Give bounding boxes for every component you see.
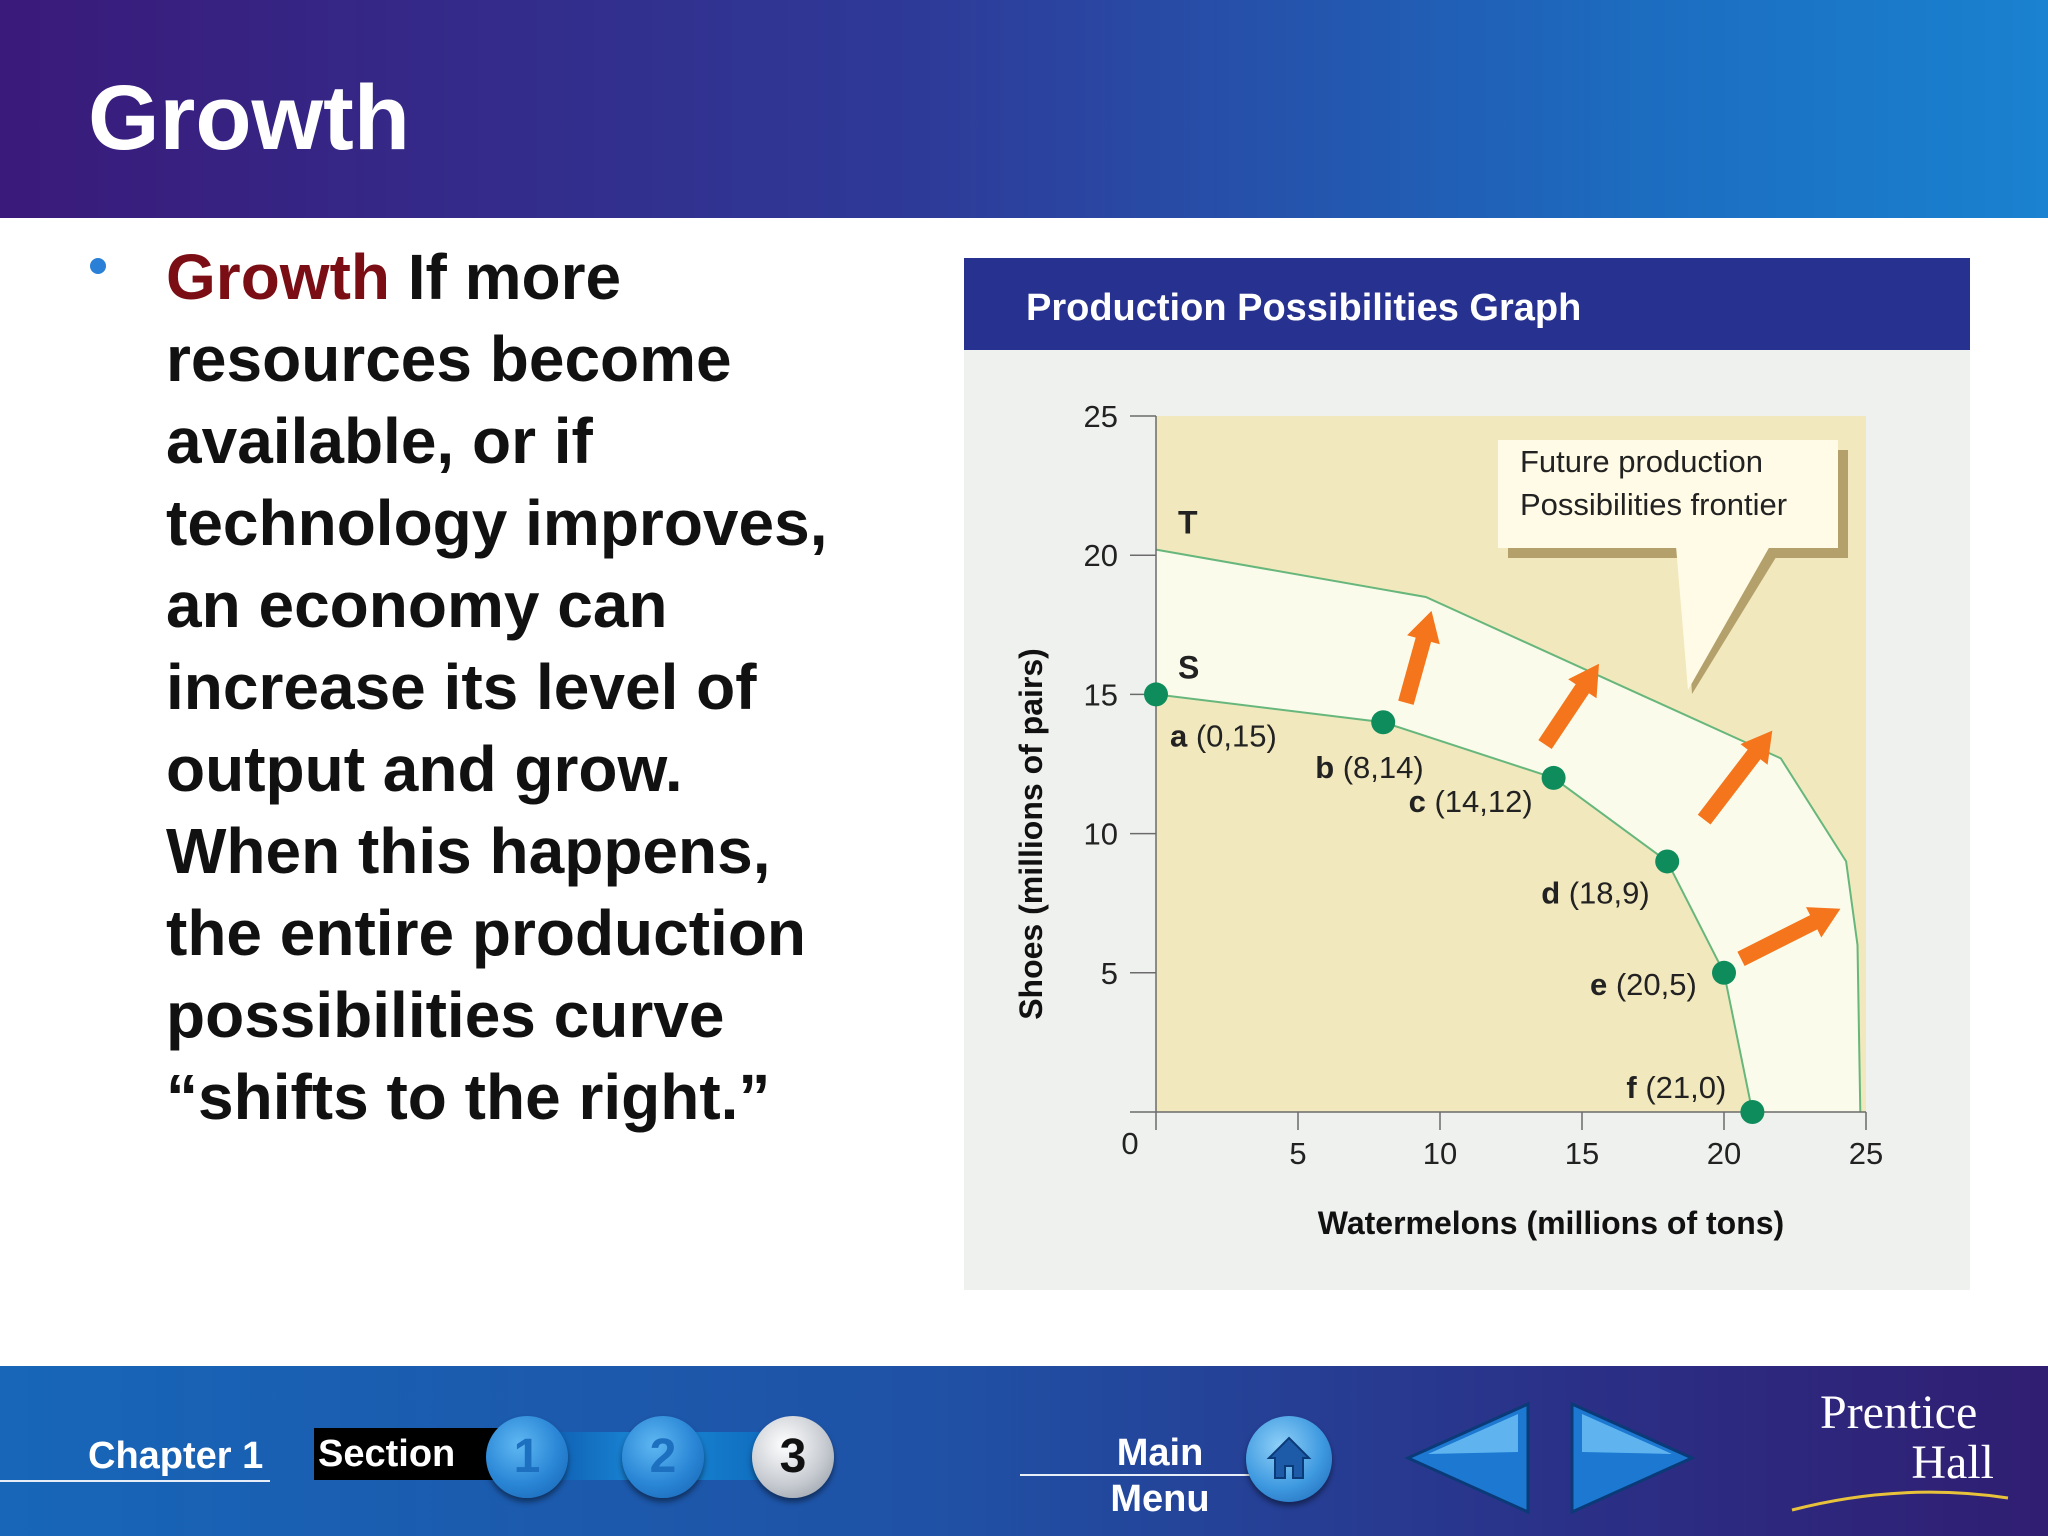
bullet-line: output and grow. <box>166 733 683 805</box>
bullet-text: Growth If more resources become availabl… <box>166 236 906 1138</box>
point-d <box>1655 849 1680 874</box>
current-frontier-curve <box>1155 693 1754 1113</box>
callout-text-line: Possibilities frontier <box>1520 487 1787 522</box>
shift-arrow-4 <box>1737 907 1841 966</box>
future-frontier-curve <box>1155 548 1862 1113</box>
point-label-a: a (0,15) <box>1170 718 1277 753</box>
navigation-footer: Chapter 1 Section 1 2 3 Main Menu Prenti… <box>0 1366 2048 1536</box>
growth-region <box>1156 549 1861 1112</box>
x-tick-label: 10 <box>1423 1136 1457 1171</box>
main-menu-label-line: Main <box>1116 1432 1204 1474</box>
main-menu-link[interactable]: Main Menu <box>1100 1430 1220 1522</box>
point-b <box>1371 710 1396 735</box>
section-1-button[interactable]: 1 <box>486 1416 568 1498</box>
arrow-right-icon[interactable] <box>1560 1396 1700 1520</box>
y-axis-label: Shoes (millions of pairs) <box>1013 648 1049 1020</box>
svg-text:Future production: Future production <box>1520 444 1763 479</box>
shift-arrows <box>1398 610 1841 966</box>
y-tick-label: 5 <box>1101 956 1118 991</box>
home-icon <box>1266 1436 1312 1479</box>
bullet-line: “shifts to the right.” <box>166 1061 771 1133</box>
point-coord: (21,0) <box>1637 1070 1727 1105</box>
point-name: d <box>1541 875 1560 910</box>
svg-text:Possibilities frontier: Possibilities frontier <box>1520 487 1787 522</box>
shift-arrow-1 <box>1398 610 1440 705</box>
point-c <box>1541 765 1566 790</box>
bullet-line: technology improves, <box>166 487 828 559</box>
x-axis-label: Watermelons (millions of tons) <box>1318 1205 1784 1241</box>
axis-ticks: 0 5 10 15 20 25 5 10 15 20 25 <box>1084 399 1884 1171</box>
section-3-button[interactable]: 3 <box>752 1416 834 1498</box>
figure-header: Production Possibilities Graph <box>964 258 1970 350</box>
point-coord: (18,9) <box>1560 875 1650 910</box>
x-tick-label: 25 <box>1849 1136 1883 1171</box>
logo-line: Hall <box>1911 1436 1994 1489</box>
curve-label-s: S <box>1178 649 1199 685</box>
y-tick-label: 15 <box>1084 677 1118 712</box>
point-f <box>1740 1100 1765 1124</box>
main-menu-label-line: Menu <box>1110 1478 1210 1520</box>
section-2-button[interactable]: 2 <box>622 1416 704 1498</box>
main-menu-underline <box>1020 1474 1270 1476</box>
arrow-left-icon[interactable] <box>1400 1396 1540 1520</box>
point-name: f <box>1626 1070 1637 1105</box>
bullet-line: possibilities curve <box>166 979 725 1051</box>
point-coord: (14,12) <box>1426 784 1533 819</box>
point-name: e <box>1590 967 1607 1002</box>
section-label: Section <box>314 1428 504 1480</box>
point-coord: (0,15) <box>1187 718 1277 753</box>
point-name: c <box>1409 784 1426 819</box>
y-tick-label: 25 <box>1084 399 1118 434</box>
point-a <box>1144 682 1168 707</box>
point-label-f: f (21,0) <box>1626 1070 1726 1105</box>
callout-text-line: Future production <box>1520 444 1763 479</box>
bullet-marker <box>90 258 106 274</box>
bullet-term: Growth <box>166 241 390 313</box>
figure-title: Production Possibilities Graph <box>1026 287 1582 329</box>
bullet-line: available, or if <box>166 405 593 477</box>
x-tick-label: 0 <box>1121 1126 1138 1161</box>
production-possibilities-figure: Production Possibilities Graph 0 5 10 15 20 2… <box>964 258 1970 1290</box>
y-tick-label: 10 <box>1084 817 1118 852</box>
logo-swoosh <box>1791 1490 2009 1512</box>
bullet-line: an economy can <box>166 569 668 641</box>
slide-title: Growth <box>88 67 410 169</box>
bullet-line: the entire production <box>166 897 806 969</box>
logo-line: Prentice <box>1820 1386 1978 1439</box>
x-tick-label: 5 <box>1289 1136 1306 1171</box>
data-points: a (0,15) b (8,14)c (14,12) d (18,9) e (20,5… <box>1144 682 1765 1124</box>
y-tick-label: 20 <box>1084 538 1118 573</box>
point-label-e: e (20,5) <box>1590 967 1697 1002</box>
slide-header: Growth <box>0 0 2048 218</box>
chapter-link[interactable]: Chapter 1 <box>88 1435 264 1477</box>
point-label-c: c (14,12) <box>1409 784 1533 819</box>
callout-box: Future production Possibilities frontier <box>1498 440 1848 694</box>
ppf-chart: 0 5 10 15 20 25 5 10 15 20 25 a (0,15) b (8,14)c (1… <box>1013 399 1884 1241</box>
point-coord: (20,5) <box>1607 967 1697 1002</box>
chapter-underline <box>0 1480 270 1482</box>
x-tick-label: 15 <box>1565 1136 1599 1171</box>
publisher-logo: Prentice Hall <box>1760 1388 2000 1488</box>
point-name: a <box>1170 718 1188 753</box>
point-label-d: d (18,9) <box>1541 875 1650 910</box>
point-coord: (8,14) <box>1334 750 1424 785</box>
shift-arrow-3 <box>1697 730 1773 825</box>
bullet-line: resources become <box>166 323 732 395</box>
x-tick-label: 20 <box>1707 1136 1741 1171</box>
shift-arrow-2 <box>1538 663 1599 749</box>
point-label-b: b (8,14) <box>1315 750 1424 785</box>
bullet-line: When this happens, <box>166 815 771 887</box>
point-e <box>1712 960 1736 985</box>
bullet-line: increase its level of <box>166 651 757 723</box>
point-name: b <box>1315 750 1334 785</box>
home-button[interactable] <box>1246 1416 1332 1502</box>
bullet-line: If more <box>407 241 622 313</box>
curve-label-t: T <box>1178 505 1198 541</box>
